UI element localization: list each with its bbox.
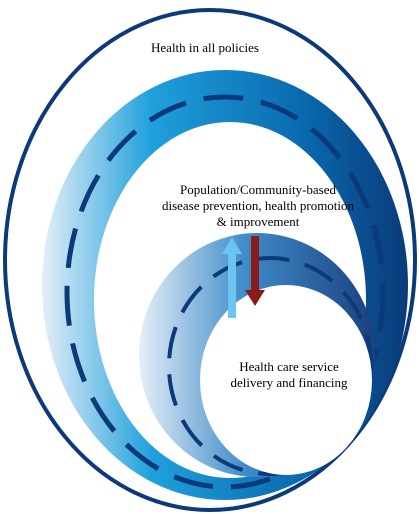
middle-label: & improvement (217, 214, 300, 229)
inner-label: delivery and financing (231, 375, 348, 390)
middle-label: disease prevention, health promotion (162, 198, 355, 213)
inner-label: Health care service (239, 359, 339, 374)
inner-core (200, 285, 372, 475)
middle-dashed (64, 94, 386, 490)
arrow-up (222, 237, 242, 318)
middle-label: Population/Community-based (180, 182, 336, 197)
outer-label: Health in all policies (151, 40, 259, 55)
arrow-down (245, 236, 265, 306)
